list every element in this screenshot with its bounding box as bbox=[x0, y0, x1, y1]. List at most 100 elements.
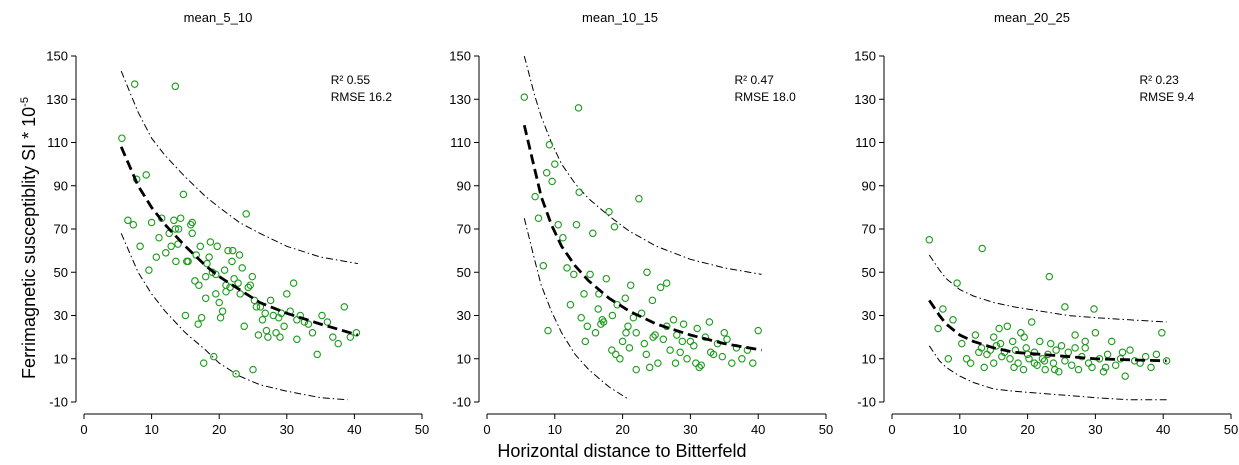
data-point bbox=[155, 233, 163, 242]
y-tick-label: 130 bbox=[449, 92, 471, 107]
data-point bbox=[248, 272, 257, 281]
x-tick-label: 40 bbox=[347, 422, 361, 437]
data-point bbox=[170, 216, 178, 225]
data-point bbox=[944, 355, 953, 363]
data-point bbox=[949, 316, 957, 324]
y-tick-label: -10 bbox=[452, 395, 471, 410]
data-point bbox=[258, 316, 267, 324]
panel-title: mean_5_10 bbox=[184, 10, 253, 25]
data-point bbox=[610, 223, 619, 231]
data-point bbox=[666, 346, 674, 354]
data-point bbox=[1006, 355, 1014, 363]
data-point bbox=[1081, 337, 1089, 346]
data-point bbox=[953, 279, 961, 287]
y-tick-label: 150 bbox=[449, 49, 471, 64]
data-point bbox=[1158, 329, 1166, 337]
data-point bbox=[648, 296, 657, 305]
data-point bbox=[181, 311, 190, 320]
data-point bbox=[1101, 363, 1110, 372]
data-point bbox=[171, 225, 180, 233]
y-tick-label: -10 bbox=[49, 395, 68, 410]
data-point bbox=[191, 277, 199, 285]
x-tick-label: 30 bbox=[280, 422, 294, 437]
data-point bbox=[308, 329, 317, 337]
data-point bbox=[199, 359, 208, 367]
data-point bbox=[690, 342, 698, 350]
x-tick-label: 10 bbox=[953, 422, 967, 437]
data-point bbox=[1090, 305, 1098, 313]
data-point bbox=[201, 294, 210, 302]
data-point bbox=[203, 259, 211, 268]
data-point bbox=[238, 264, 246, 272]
data-point bbox=[978, 244, 986, 253]
data-point bbox=[598, 316, 607, 324]
x-tick-label: 30 bbox=[1088, 422, 1102, 437]
data-point bbox=[977, 344, 986, 352]
y-tick-label: 90 bbox=[457, 178, 471, 193]
data-point bbox=[989, 333, 998, 341]
data-point bbox=[559, 233, 567, 242]
upper-bound-line bbox=[120, 70, 358, 265]
chart-panel-1: mean_5_10 -10 10 30 50 70 90 110 130 150 0 10 20 30 40… bbox=[46, 10, 429, 437]
x-tick-label: 0 bbox=[888, 422, 895, 437]
data-point bbox=[276, 333, 284, 341]
data-point bbox=[194, 320, 202, 328]
data-point bbox=[608, 311, 617, 320]
data-point bbox=[589, 229, 597, 238]
data-point bbox=[262, 326, 271, 335]
data-point bbox=[196, 242, 205, 251]
data-point bbox=[261, 309, 269, 318]
data-point bbox=[551, 160, 559, 168]
data-point bbox=[1107, 337, 1116, 346]
data-point bbox=[240, 322, 248, 331]
data-point bbox=[939, 305, 947, 313]
data-point bbox=[695, 363, 703, 372]
data-point bbox=[323, 318, 332, 326]
data-point bbox=[728, 359, 736, 367]
y-tick-label: 110 bbox=[47, 135, 68, 150]
data-point bbox=[167, 242, 175, 251]
x-tick-label: 40 bbox=[1156, 422, 1170, 437]
x-tick-label: 40 bbox=[751, 422, 765, 437]
rmse-label: RMSE 9.4 bbox=[1139, 90, 1194, 104]
data-point bbox=[686, 337, 695, 346]
data-point bbox=[1046, 339, 1055, 348]
data-point bbox=[334, 339, 342, 348]
y-tick-label: 10 bbox=[862, 351, 876, 366]
data-point bbox=[749, 359, 757, 367]
data-point bbox=[705, 318, 714, 326]
data-point bbox=[264, 333, 272, 341]
data-point bbox=[626, 281, 635, 289]
data-point bbox=[1141, 352, 1150, 361]
data-point bbox=[544, 326, 552, 335]
data-point bbox=[1055, 367, 1063, 376]
x-tick-label: 50 bbox=[1224, 422, 1238, 437]
data-point bbox=[992, 342, 1001, 350]
y-tick-label: 50 bbox=[54, 265, 68, 280]
y-tick-label: 130 bbox=[854, 92, 876, 107]
data-point bbox=[625, 344, 634, 352]
data-point bbox=[602, 274, 611, 283]
y-tick-label: 30 bbox=[54, 308, 68, 323]
data-point bbox=[539, 262, 548, 270]
data-point bbox=[616, 355, 624, 363]
data-point bbox=[575, 188, 583, 196]
data-point bbox=[212, 290, 220, 298]
y-tick-label: 150 bbox=[46, 49, 68, 64]
data-point bbox=[162, 249, 170, 257]
data-point bbox=[618, 337, 627, 346]
data-point bbox=[966, 359, 975, 367]
x-tick-label: 0 bbox=[483, 422, 490, 437]
data-point bbox=[995, 324, 1003, 333]
x-tick-label: 0 bbox=[80, 422, 87, 437]
rmse-label: RMSE 16.2 bbox=[331, 90, 393, 104]
y-tick-label: 30 bbox=[457, 308, 471, 323]
data-point bbox=[1050, 365, 1059, 374]
data-point bbox=[1121, 372, 1129, 380]
data-point bbox=[1111, 361, 1120, 369]
panel-title: mean_20_25 bbox=[994, 10, 1070, 25]
data-point bbox=[1118, 348, 1127, 357]
data-point bbox=[632, 329, 640, 337]
data-point bbox=[925, 236, 934, 244]
